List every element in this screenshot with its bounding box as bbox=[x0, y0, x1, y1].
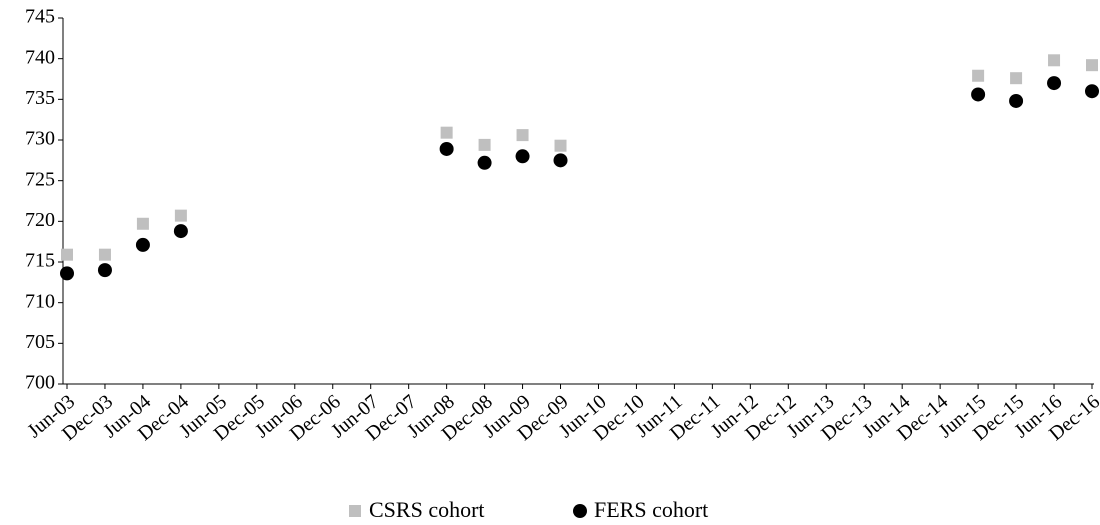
point bbox=[971, 87, 986, 102]
point bbox=[174, 209, 187, 222]
y-tick-label: 700 bbox=[25, 372, 55, 394]
point bbox=[972, 69, 985, 82]
point bbox=[515, 149, 530, 164]
point bbox=[554, 139, 567, 152]
legend-label: FERS cohort bbox=[594, 497, 708, 522]
y-tick-label: 710 bbox=[25, 290, 55, 312]
legend-marker bbox=[573, 504, 587, 518]
y-tick-label: 705 bbox=[25, 331, 55, 353]
y-tick-label: 720 bbox=[25, 209, 55, 231]
point bbox=[1010, 72, 1023, 85]
point bbox=[1085, 84, 1099, 99]
point bbox=[61, 248, 73, 261]
point bbox=[97, 263, 112, 278]
point bbox=[439, 141, 454, 156]
point bbox=[477, 155, 492, 170]
point bbox=[1047, 76, 1062, 91]
y-tick-label: 745 bbox=[25, 6, 55, 28]
legend-marker bbox=[349, 505, 361, 517]
point bbox=[173, 224, 188, 239]
point bbox=[1086, 59, 1098, 72]
legend-label: CSRS cohort bbox=[369, 497, 485, 522]
y-tick-label: 735 bbox=[25, 87, 55, 109]
point bbox=[1009, 93, 1024, 108]
point bbox=[60, 266, 74, 281]
point bbox=[136, 217, 149, 230]
point bbox=[98, 248, 111, 261]
point bbox=[478, 138, 491, 151]
y-tick-label: 740 bbox=[25, 46, 55, 68]
point bbox=[440, 126, 453, 139]
y-tick-label: 715 bbox=[25, 250, 55, 272]
y-tick-label: 730 bbox=[25, 128, 55, 150]
point bbox=[553, 153, 568, 168]
point bbox=[516, 129, 529, 142]
point bbox=[135, 237, 150, 252]
point bbox=[1048, 54, 1061, 67]
y-tick-label: 725 bbox=[25, 168, 55, 190]
